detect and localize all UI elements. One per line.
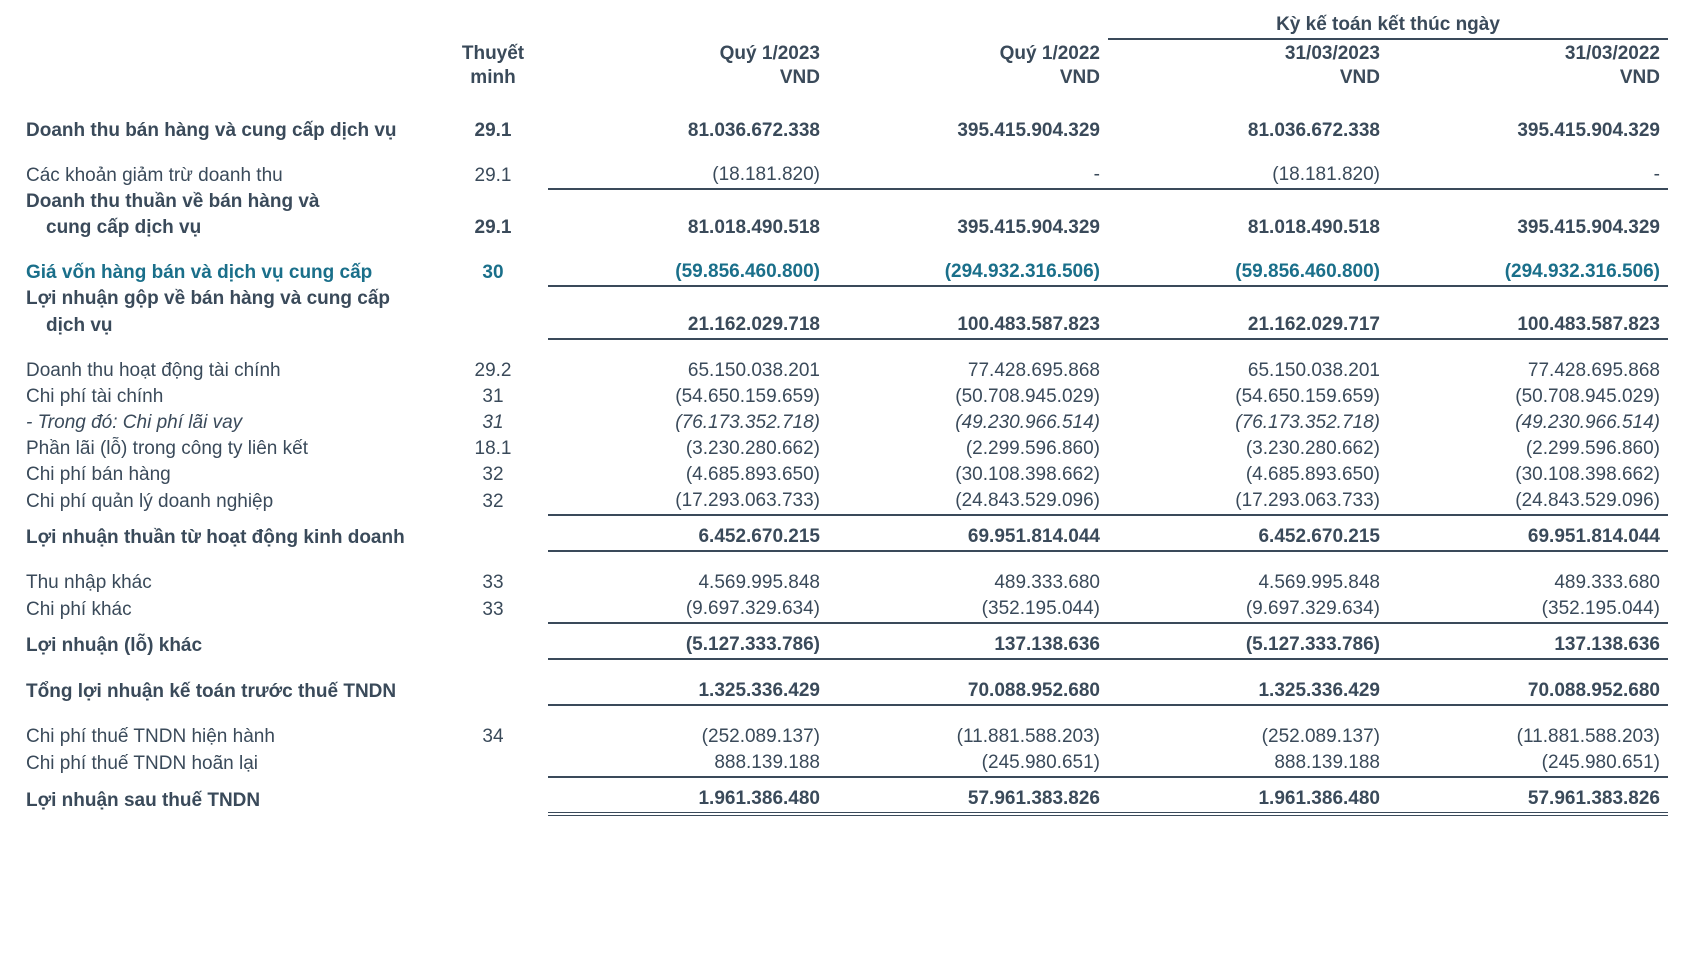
row-revenue-deductions: Các khoản giảm trừ doanh thu 29.1 (18.18… [18, 162, 1668, 189]
row-net-revenue-l1: Doanh thu thuần về bán hàng và [18, 189, 1668, 215]
row-gross-profit: dịch vụ 21.162.029.718 100.483.587.823 2… [18, 312, 1668, 339]
col-header-ytd-2022: 31/03/2022VND [1388, 39, 1668, 100]
row-financial-income: Doanh thu hoạt động tài chính 29.2 65.15… [18, 358, 1668, 384]
row-other-income: Thu nhập khác 33 4.569.995.848 489.333.6… [18, 570, 1668, 596]
row-other-profit: Lợi nhuận (lỗ) khác (5.127.333.786) 137.… [18, 623, 1668, 659]
row-cogs: Giá vốn hàng bán và dịch vụ cung cấp 30 … [18, 259, 1668, 286]
row-selling-expense: Chi phí bán hàng 32 (4.685.893.650) (30.… [18, 462, 1668, 488]
col-header-note: Thuyếtminh [438, 39, 548, 100]
row-current-tax: Chi phí thuế TNDN hiện hành 34 (252.089.… [18, 724, 1668, 750]
income-statement-table: Kỳ kế toán kết thúc ngày Thuyếtminh Quý … [18, 12, 1668, 816]
col-header-q1-2022: Quý 1/2022VND [828, 39, 1108, 100]
row-revenue: Doanh thu bán hàng và cung cấp dịch vụ 2… [18, 118, 1668, 144]
row-operating-profit: Lợi nhuận thuần từ hoạt động kinh doanh … [18, 515, 1668, 551]
row-net-profit: Lợi nhuận sau thuế TNDN 1.961.386.480 57… [18, 777, 1668, 814]
row-deferred-tax: Chi phí thuế TNDN hoãn lại 888.139.188 (… [18, 750, 1668, 777]
col-header-ytd-2023: 31/03/2023VND [1108, 39, 1388, 100]
row-gross-profit-l1: Lợi nhuận gộp về bán hàng và cung cấp [18, 286, 1668, 312]
period-group-header: Kỳ kế toán kết thúc ngày [1108, 12, 1668, 39]
row-profit-before-tax: Tổng lợi nhuận kế toán trước thuế TNDN 1… [18, 678, 1668, 705]
row-other-expense: Chi phí khác 33 (9.697.329.634) (352.195… [18, 596, 1668, 623]
row-financial-expense: Chi phí tài chính 31 (54.650.159.659) (5… [18, 384, 1668, 410]
row-ga-expense: Chi phí quản lý doanh nghiệp 32 (17.293.… [18, 488, 1668, 515]
row-net-revenue: cung cấp dịch vụ 29.1 81.018.490.518 395… [18, 215, 1668, 241]
row-interest-expense: - Trong đó: Chi phí lãi vay 31 (76.173.3… [18, 410, 1668, 436]
row-associates-share: Phần lãi (lỗ) trong công ty liên kết 18.… [18, 436, 1668, 462]
col-header-q1-2023: Quý 1/2023VND [548, 39, 828, 100]
